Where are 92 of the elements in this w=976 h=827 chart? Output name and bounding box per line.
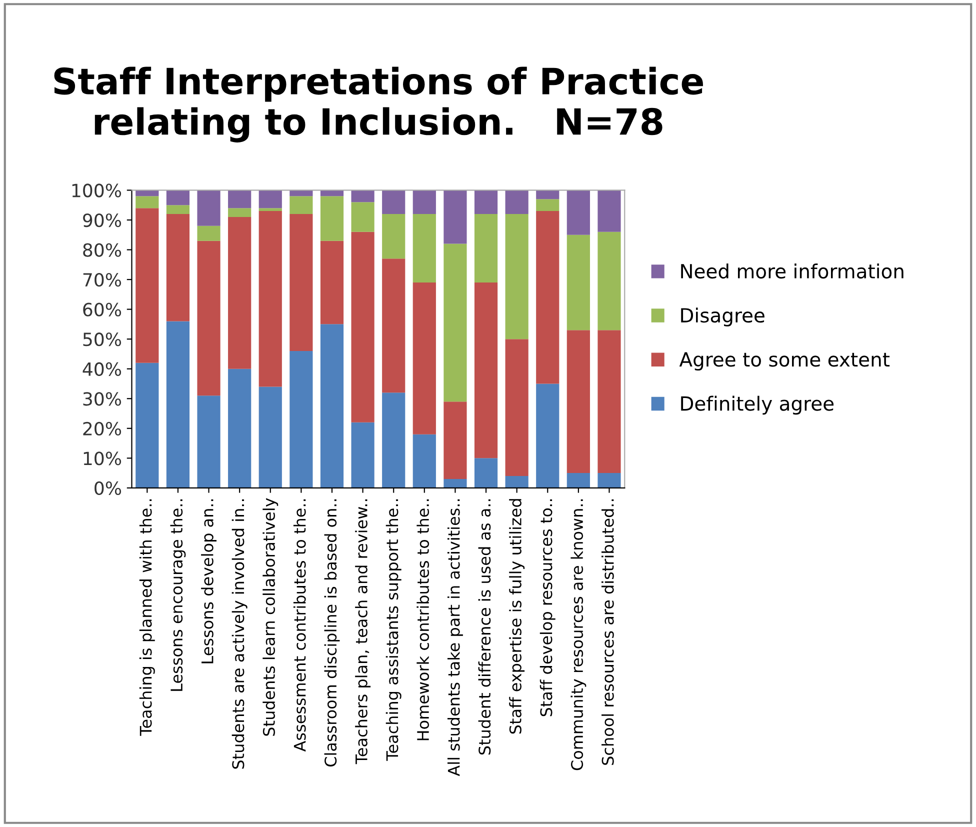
x-tick-label: Staff develop resources to..: [540, 499, 556, 716]
x-tick-label: Lessons encourage the..: [170, 499, 186, 691]
y-tick-label: 10%: [84, 452, 122, 466]
bar: [351, 202, 374, 232]
bar: [566, 234, 590, 330]
bar: [258, 190, 282, 208]
bar: [351, 190, 374, 202]
bar: [258, 386, 282, 488]
bar: [197, 226, 220, 241]
bar: [474, 458, 498, 488]
x-tick-label: Student difference is used as a..: [478, 499, 491, 754]
y-tick-label: 100%: [72, 184, 122, 198]
x-tick-label: Assessment contributes to the..: [293, 499, 306, 752]
x-tick-label: Community resources are known..: [570, 499, 586, 770]
bar: [598, 232, 621, 330]
bar: [290, 350, 313, 488]
bar: [444, 244, 467, 402]
bar: [505, 476, 528, 488]
bar: [166, 321, 190, 488]
bar: [382, 392, 406, 488]
bar: [351, 422, 374, 488]
bar: [258, 208, 282, 212]
bar: [382, 258, 406, 393]
bar: [412, 282, 436, 434]
bar: [505, 214, 528, 340]
bar: [197, 240, 220, 396]
bar: [444, 479, 467, 488]
y-tick-label: 80%: [83, 243, 122, 257]
bar: [166, 190, 190, 206]
bar: [566, 473, 590, 488]
x-tick-label: Students are actively involved in..: [232, 499, 248, 769]
y-tick-label: 90%: [83, 213, 122, 228]
bar: [598, 330, 621, 474]
bar: [290, 196, 313, 214]
y-tick-label: 30%: [83, 392, 122, 406]
x-tick-label: Teachers plan, teach and review..: [355, 499, 371, 764]
bar: [320, 196, 344, 241]
chart-title: Staff Interpretations of Practice relating to Inclusion. N=78: [54, 66, 703, 142]
bar: [412, 434, 436, 488]
y-tick-label: 20%: [83, 422, 122, 436]
bar: [536, 211, 560, 384]
bar: [412, 214, 436, 283]
x-tick-label: Lessons develop an..: [201, 499, 216, 664]
x-tick-label: School resources are distributed..: [602, 499, 614, 765]
bar: [228, 190, 252, 208]
legend-label: Need more information: [681, 264, 904, 279]
bar: [566, 190, 590, 235]
y-tick-label: 40%: [82, 362, 122, 376]
y-tick-label: 0%: [94, 481, 122, 496]
bar: [598, 190, 621, 232]
bar: [382, 190, 406, 214]
bar: [258, 211, 282, 387]
x-tick-label: Homework contributes to the..: [416, 499, 430, 740]
bar: [412, 190, 436, 214]
bar: [228, 217, 252, 369]
bar: [197, 396, 220, 488]
x-tick-label: Staff expertise is fully utilized: [509, 499, 525, 734]
bar: [197, 190, 220, 226]
bar: [228, 368, 252, 488]
bar: [598, 473, 621, 488]
bar: [382, 214, 406, 259]
bar: [136, 208, 159, 363]
bar: [136, 362, 159, 488]
x-tick-label: Teaching is planned with the..: [139, 499, 155, 736]
y-tick-label: 70%: [83, 272, 122, 287]
bar: [536, 384, 560, 488]
bar: [228, 208, 252, 218]
bar: [505, 190, 528, 214]
bar: [320, 240, 344, 324]
x-tick-label: All students take part in activities..: [447, 499, 463, 776]
bar: [505, 339, 528, 476]
y-tick-label: 60%: [83, 302, 122, 316]
bar: [474, 214, 498, 283]
bar: [444, 190, 467, 244]
bar: [444, 402, 467, 479]
legend-label: Agree to some extent: [679, 352, 890, 371]
bar: [474, 190, 498, 214]
bar: [566, 330, 590, 474]
bar: [351, 232, 374, 422]
bar: [536, 199, 560, 212]
bar: [166, 205, 190, 214]
x-tick-label: Classroom discipline is based on..: [324, 499, 340, 766]
x-tick-label: Teaching assistants support the..: [386, 499, 402, 761]
legend-label: Definitely agree: [681, 396, 834, 415]
bar: [136, 196, 159, 208]
bar: [474, 282, 498, 458]
y-tick-label: 50%: [83, 332, 122, 346]
legend-label: Disagree: [681, 308, 764, 326]
bar: [290, 214, 313, 351]
x-tick-label: Students learn collaboratively: [262, 498, 278, 736]
bar: [166, 214, 190, 322]
bar: [320, 324, 344, 488]
